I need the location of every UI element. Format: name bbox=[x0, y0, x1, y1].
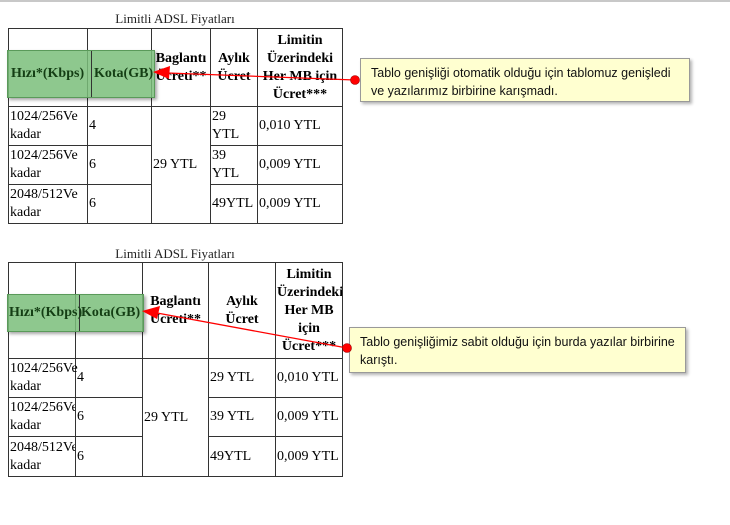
per-mb-cell: 0,009 YTL bbox=[275, 397, 343, 437]
monthly-cell: 49YTL bbox=[208, 436, 276, 477]
table-row: 1024/256Ve kadar 6 39 YTL 0,009 YTL bbox=[8, 397, 343, 437]
speed-cell: 1024/256Ve kadar bbox=[8, 145, 88, 185]
arrow-1 bbox=[153, 66, 360, 85]
quota-cell: 4 bbox=[75, 358, 143, 398]
speed-cell: 2048/512Ve kadar bbox=[8, 436, 76, 477]
callout-note: Tablo genişliği otomatik olduğu için tab… bbox=[360, 58, 690, 102]
per-mb-cell: 0,009 YTL bbox=[257, 184, 343, 224]
quota-cell: 6 bbox=[75, 397, 143, 437]
table-caption: Limitli ADSL Fiyatları bbox=[115, 11, 235, 26]
table-row: 2048/512Ve kadar 6 49YTL 0,009 YTL bbox=[8, 436, 343, 477]
table-row: 1024/256Ve kadar 4 29 YTL 29 YTL 0,010 Y… bbox=[8, 358, 343, 477]
connection-fee-cell: 29 YTL bbox=[142, 358, 209, 477]
monthly-cell: 39 YTL bbox=[210, 145, 258, 185]
connection-fee-cell: 29 YTL bbox=[151, 106, 211, 224]
highlighted-headers: Hızı*(Kbps) Kota(GB) bbox=[7, 50, 155, 98]
header-quota-highlight: Kota(GB) bbox=[81, 305, 141, 320]
top-border bbox=[0, 0, 730, 2]
monthly-cell: 49YTL bbox=[210, 184, 258, 224]
table-row: 2048/512Ve kadar 6 49YTL 0,009 YTL bbox=[8, 184, 343, 224]
per-mb-cell: 0,010 YTL bbox=[257, 106, 343, 146]
header-monthly-fee: Aylık Ücret bbox=[208, 262, 276, 359]
arrow-2 bbox=[142, 306, 352, 353]
header-speed-highlight: Hızı*(Kbps) bbox=[8, 295, 82, 331]
per-mb-cell: 0,009 YTL bbox=[257, 145, 343, 185]
per-mb-cell: 0,010 YTL bbox=[275, 358, 343, 398]
callout-note: Tablo genişliğimiz sabit olduğu için bur… bbox=[349, 327, 686, 373]
speed-cell: 2048/512Ve kadar bbox=[8, 184, 88, 224]
header-per-mb-fee: Limitin Üzerindeki Her MB için Ücret*** bbox=[257, 28, 343, 107]
quota-cell: 6 bbox=[75, 436, 143, 477]
quota-cell: 6 bbox=[87, 184, 152, 224]
table-caption: Limitli ADSL Fiyatları bbox=[115, 246, 235, 261]
header-speed-highlight: Hızı*(Kbps) bbox=[8, 51, 92, 97]
quota-cell: 6 bbox=[87, 145, 152, 185]
table-row: 1024/256Ve kadar 6 39 YTL 0,009 YTL bbox=[8, 145, 343, 185]
header-quota-highlight: Kota(GB) bbox=[94, 66, 154, 81]
quota-cell: 4 bbox=[87, 106, 152, 146]
per-mb-cell: 0,009 YTL bbox=[275, 436, 343, 477]
highlighted-headers: Hızı*(Kbps) Kota(GB) bbox=[7, 294, 144, 332]
